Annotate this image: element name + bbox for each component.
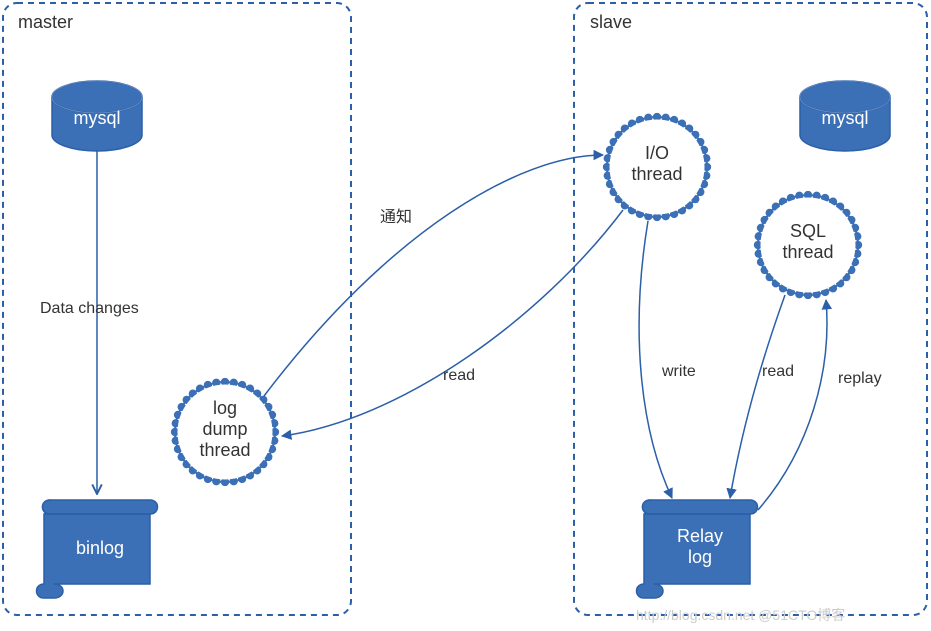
edge-read-slave-label: read <box>762 363 794 381</box>
edge-read-master-label: read <box>443 367 475 385</box>
sql-thread-line1: SQL <box>758 221 858 242</box>
log-dump-label: log dump thread <box>175 398 275 461</box>
io-thread-label: I/O thread <box>607 143 707 185</box>
relaylog-label: Relay log <box>650 526 750 568</box>
watermark-text: http://blog.csdn.net @51CTO博客 <box>636 605 845 625</box>
edge-write <box>639 221 672 498</box>
io-thread-line2: thread <box>607 164 707 185</box>
slave-label: slave <box>590 12 632 33</box>
relaylog-line1: Relay <box>650 526 750 547</box>
io-thread-line1: I/O <box>607 143 707 164</box>
edge-read-master <box>282 210 623 436</box>
master-db-label: mysql <box>52 108 142 129</box>
binlog-label: binlog <box>50 538 150 559</box>
edge-replay-label: replay <box>838 370 882 388</box>
edge-write-label: write <box>662 363 696 381</box>
sql-thread-label: SQL thread <box>758 221 858 263</box>
edge-replay <box>758 300 827 510</box>
edge-notify <box>264 155 603 396</box>
log-dump-line2: dump <box>175 419 275 440</box>
slave-db-label: mysql <box>800 108 890 129</box>
edge-notify-label: 通知 <box>380 203 412 227</box>
log-dump-line3: thread <box>175 440 275 461</box>
log-dump-line1: log <box>175 398 275 419</box>
diagram-canvas <box>0 0 931 631</box>
edge-data-changes-label: Data changes <box>40 300 139 318</box>
sql-thread-line2: thread <box>758 242 858 263</box>
master-label: master <box>18 12 73 33</box>
relaylog-line2: log <box>650 547 750 568</box>
edge-read-slave <box>730 295 785 498</box>
